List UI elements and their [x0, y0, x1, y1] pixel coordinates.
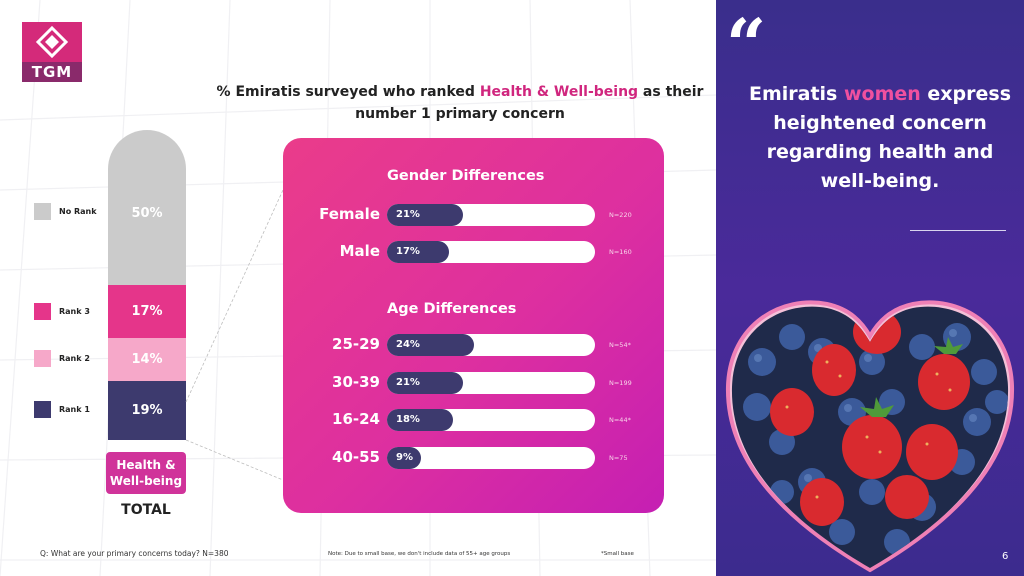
- quote-mark: “: [726, 3, 767, 86]
- gender-section-title: Gender Differences: [387, 168, 545, 184]
- legend-rank-1: Rank 1: [34, 401, 90, 418]
- age-base-label: N=44*: [609, 416, 631, 424]
- page-number: 6: [1002, 551, 1009, 562]
- segment-no-rank: 50%: [108, 130, 186, 285]
- title-suffix: as their: [638, 84, 704, 100]
- gender-base-label: N=160: [609, 248, 632, 256]
- berry-heart-image: [725, 300, 1015, 573]
- legend-rank-3: Rank 3: [34, 303, 90, 320]
- category-label: Health & Well-being: [106, 452, 186, 494]
- age-bar: 24%: [387, 334, 474, 356]
- stacked-bar: 50% 17% 14% 19%: [108, 130, 186, 440]
- gender-bar: 21%: [387, 204, 463, 226]
- total-label: TOTAL: [121, 502, 171, 518]
- age-row-label: 40-55: [332, 447, 380, 466]
- age-row-label: 16-24: [332, 410, 380, 428]
- title-prefix: % Emiratis surveyed who ranked: [216, 84, 480, 100]
- legend-label-rank-1: Rank 1: [59, 405, 90, 414]
- age-bar-track: 9%: [387, 446, 595, 469]
- legend-swatch-no-rank: [34, 203, 51, 220]
- logo-text: TGM: [22, 62, 82, 82]
- gender-bar-track: 21%: [387, 204, 595, 226]
- legend-swatch-rank-1: [34, 401, 51, 418]
- legend-swatch-rank-3: [34, 303, 51, 320]
- segment-rank-2-label: 14%: [131, 352, 163, 367]
- gender-row-label: Female: [319, 205, 380, 223]
- quote-rest: express heightened concern regarding hea…: [766, 83, 1012, 192]
- segment-rank-3-label: 17%: [131, 304, 163, 319]
- age-bar: 9%: [387, 446, 421, 469]
- age-bar: 18%: [387, 409, 453, 431]
- title-line2: number 1 primary concern: [355, 106, 565, 122]
- legend-label-rank-2: Rank 2: [59, 354, 90, 363]
- segment-rank-1-label: 19%: [131, 403, 163, 418]
- age-row-label: 30-39: [332, 372, 380, 391]
- segment-rank-2: 14%: [108, 338, 186, 381]
- chart-title: % Emiratis surveyed who ranked Health & …: [200, 81, 720, 125]
- quote-text: Emiratis women express heightened concer…: [740, 80, 1020, 196]
- legend-label-no-rank: No Rank: [59, 207, 97, 216]
- title-highlight: Health & Well-being: [479, 84, 639, 100]
- quote-prefix: Emiratis: [748, 83, 844, 105]
- age-bar-track: 18%: [387, 409, 595, 431]
- footer-note: Note: Due to small base, we don't includ…: [328, 551, 511, 557]
- age-base-label: N=75: [609, 453, 628, 462]
- legend-rank-2: Rank 2: [34, 350, 90, 367]
- legend-no-rank: No Rank: [34, 203, 97, 220]
- footer-question: Q: What are your primary concerns today?…: [40, 549, 229, 558]
- footer-small-base: *Small base: [601, 551, 634, 557]
- gender-base-label: N=220: [609, 211, 632, 219]
- legend-label-rank-3: Rank 3: [59, 307, 90, 316]
- age-bar: 21%: [387, 371, 463, 394]
- age-row-label: 25-29: [332, 335, 380, 353]
- quote-highlight: women: [843, 83, 921, 105]
- segment-no-rank-label: 50%: [131, 206, 163, 221]
- segment-rank-1: 19%: [108, 381, 186, 440]
- gender-bar-track: 17%: [387, 241, 595, 263]
- age-bar-track: 21%: [387, 371, 595, 394]
- age-base-label: N=199: [609, 378, 632, 387]
- tgm-logo: [22, 22, 82, 62]
- age-base-label: N=54*: [609, 341, 631, 349]
- age-bar-track: 24%: [387, 334, 595, 356]
- gender-bar: 17%: [387, 241, 449, 263]
- quote-divider: [910, 230, 1006, 231]
- segment-rank-3: 17%: [108, 285, 186, 338]
- gender-row-label: Male: [339, 242, 380, 260]
- legend-swatch-rank-2: [34, 350, 51, 367]
- age-section-title: Age Differences: [387, 301, 517, 317]
